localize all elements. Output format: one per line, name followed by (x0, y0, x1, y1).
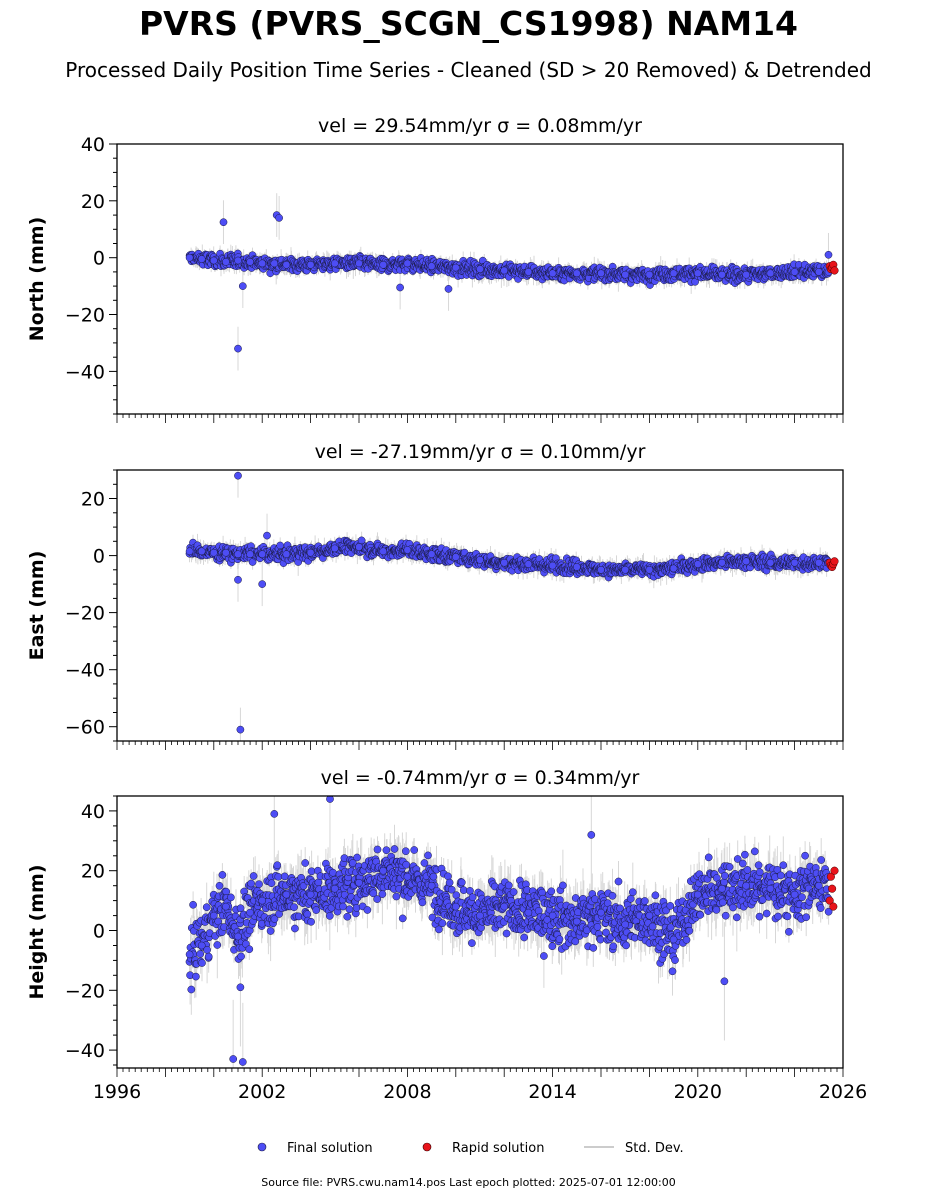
final-point (451, 263, 460, 272)
chart-title: PVRS (PVRS_SCGN_CS1998) NAM14 (138, 4, 798, 43)
final-points-east (185, 471, 833, 734)
final-point (355, 259, 363, 268)
final-point (548, 269, 557, 278)
final-point (476, 265, 484, 273)
chart-area: 40 20 0 −20 −40 vel = 29.54mm/yr σ = 0.08mm/y… (26, 115, 867, 1103)
final-point (282, 260, 291, 269)
final-point (197, 255, 206, 263)
final-point (524, 268, 533, 276)
final-point (379, 260, 388, 269)
final-point (330, 259, 339, 268)
stddev-bars-east (189, 470, 829, 741)
final-point (275, 214, 283, 222)
final-point (742, 270, 751, 279)
rapid-point (830, 266, 839, 275)
y-tick-label: −40 (65, 361, 105, 383)
panel-north: 40 20 0 −20 −40 vel = 29.54mm/yr σ = 0.08mm/y… (26, 115, 844, 423)
final-point (234, 344, 242, 353)
final-point (572, 269, 581, 278)
chart-subtitle: Processed Daily Position Time Series - C… (65, 58, 872, 82)
final-point (597, 269, 605, 278)
y-tick-label: 40 (81, 134, 105, 156)
y-axis-label-north: North (mm) (26, 217, 48, 342)
final-point (306, 260, 315, 269)
final-point (427, 262, 436, 271)
x-ticks-north (116, 414, 844, 423)
plot-area-north (185, 193, 839, 371)
final-point (444, 285, 453, 293)
final-point (222, 258, 230, 266)
rapid-points-north (825, 260, 839, 275)
final-point (645, 270, 654, 279)
final-points-north (185, 211, 833, 353)
final-point (219, 218, 228, 227)
final-point (234, 256, 242, 265)
final-point (403, 259, 412, 268)
final-point (790, 268, 799, 276)
final-point (246, 258, 254, 266)
final-point (209, 256, 218, 265)
y-tick-label: 0 (93, 248, 105, 270)
final-point (693, 269, 702, 278)
final-point (185, 253, 194, 262)
final-point (718, 270, 726, 279)
plot-area-east (185, 470, 839, 741)
final-point (669, 269, 678, 278)
y-ticks-north (109, 143, 117, 415)
final-point (814, 268, 823, 276)
final-point (238, 282, 247, 290)
y-tick-label: 20 (81, 191, 105, 213)
final-point (258, 259, 267, 268)
final-point (766, 269, 775, 278)
y-tick-label: −20 (65, 305, 105, 327)
final-point (824, 250, 833, 259)
final-point (396, 283, 404, 292)
final-point (621, 270, 630, 279)
final-point (270, 259, 279, 268)
panel-title-north: vel = 29.54mm/yr σ = 0.08mm/yr (318, 115, 642, 137)
final-point (500, 266, 509, 275)
